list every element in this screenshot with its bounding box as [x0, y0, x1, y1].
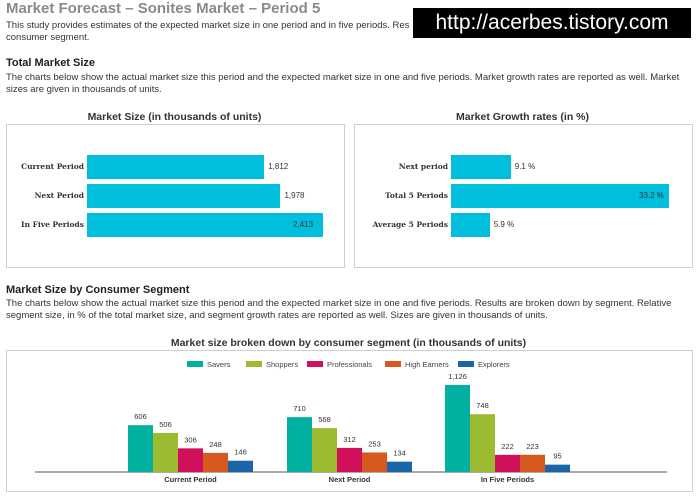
category-label: Next Period: [34, 191, 84, 200]
value-label: 95: [553, 452, 561, 461]
category-label: In Five Periods: [481, 475, 534, 484]
value-label: 253: [368, 439, 381, 448]
legend-swatch: [385, 361, 401, 367]
value-label: 1,126: [448, 372, 467, 381]
bar-savers: [128, 425, 153, 472]
legend-label: High Earners: [405, 360, 449, 369]
legend-label: Shoppers: [266, 360, 298, 369]
bar-high-earners: [362, 452, 387, 472]
value-label: 710: [293, 404, 306, 413]
segment-chart-title: Market size broken down by consumer segm…: [170, 337, 527, 349]
bar-explorers: [228, 460, 253, 472]
legend-label: Explorers: [478, 360, 510, 369]
value-label: 5.9 %: [493, 220, 515, 229]
segment-desc-line1: The charts below show the actual market …: [6, 298, 672, 309]
bar-professionals: [178, 448, 203, 472]
value-label: 748: [476, 401, 489, 410]
segment-heading: Market Size by Consumer Segment: [6, 284, 190, 296]
bar-professionals: [495, 454, 520, 472]
intro-text-line1: This study provides estimates of the exp…: [6, 20, 410, 31]
bar-shoppers: [470, 414, 495, 472]
bar: [451, 213, 490, 237]
total-market-desc-line1: The charts below show the actual market …: [6, 72, 680, 83]
category-label: Next Period: [329, 475, 371, 484]
bar-shoppers: [153, 432, 178, 472]
category-label: Total 5 Periods: [385, 191, 448, 200]
value-label: 506: [159, 420, 172, 429]
segment-bar-chart: Savers Shoppers Professionals High Earners E…: [35, 360, 667, 484]
bar: [451, 155, 511, 179]
legend-swatch: [187, 361, 203, 367]
legend-swatch: [458, 361, 474, 367]
value-label: 312: [343, 435, 356, 444]
value-label: 606: [134, 412, 147, 421]
market-size-chart: Current Period 1,812 Next Period 1,978 In Fi…: [6, 124, 345, 268]
value-label: 146: [234, 448, 247, 457]
bar-savers: [445, 385, 470, 472]
segment-chart-panel: Savers Shoppers Professionals High Earners E…: [6, 350, 693, 492]
bar: [87, 213, 323, 237]
value-label: 306: [184, 435, 197, 444]
category-label: Next period: [398, 162, 448, 171]
bar-explorers: [545, 464, 570, 472]
legend-label: Professionals: [327, 360, 372, 369]
legend-swatch: [246, 361, 262, 367]
value-label: 222: [501, 442, 514, 451]
bar-shoppers: [312, 428, 337, 472]
total-market-heading: Total Market Size: [6, 57, 96, 69]
category-label: Current Period: [164, 475, 217, 484]
value-label: 9.1 %: [514, 162, 536, 171]
value-label: 223: [526, 442, 539, 451]
bar-explorers: [387, 461, 412, 472]
page-title: Market Forecast – Sonites Market – Perio…: [6, 0, 321, 17]
bar-savers: [287, 417, 312, 472]
value-label: 134: [393, 449, 406, 458]
value-label: 2,413: [293, 220, 314, 229]
bar: [87, 184, 281, 208]
segment-desc-line2: segment size, in % of the total market s…: [6, 310, 548, 321]
bar: [87, 155, 265, 179]
category-label: In Five Periods: [21, 220, 84, 229]
legend-swatch: [307, 361, 323, 367]
category-label: Average 5 Periods: [372, 220, 448, 229]
value-label: 1,812: [268, 162, 289, 171]
value-label: 33.2 %: [639, 191, 664, 200]
value-label: 568: [318, 415, 331, 424]
growth-rates-chart-title: Market Growth rates (in %): [455, 111, 590, 123]
bar: [451, 184, 669, 208]
total-market-desc-line2: sizes are given in thousands of units.: [6, 84, 162, 95]
bar-professionals: [337, 447, 362, 472]
value-label: 1,978: [284, 191, 305, 200]
legend-label: Savers: [207, 360, 231, 369]
bar-high-earners: [520, 454, 545, 472]
market-size-chart-title: Market Size (in thousands of units): [87, 111, 262, 123]
watermark: http://acerbes.tistory.com: [413, 8, 691, 38]
value-label: 248: [209, 440, 222, 449]
growth-rates-chart: Next period 9.1 % Total 5 Periods 33.2 % Ave…: [354, 124, 693, 268]
category-label: Current Period: [21, 162, 84, 171]
intro-text-line2: consumer segment.: [6, 32, 90, 43]
bar-high-earners: [203, 452, 228, 472]
